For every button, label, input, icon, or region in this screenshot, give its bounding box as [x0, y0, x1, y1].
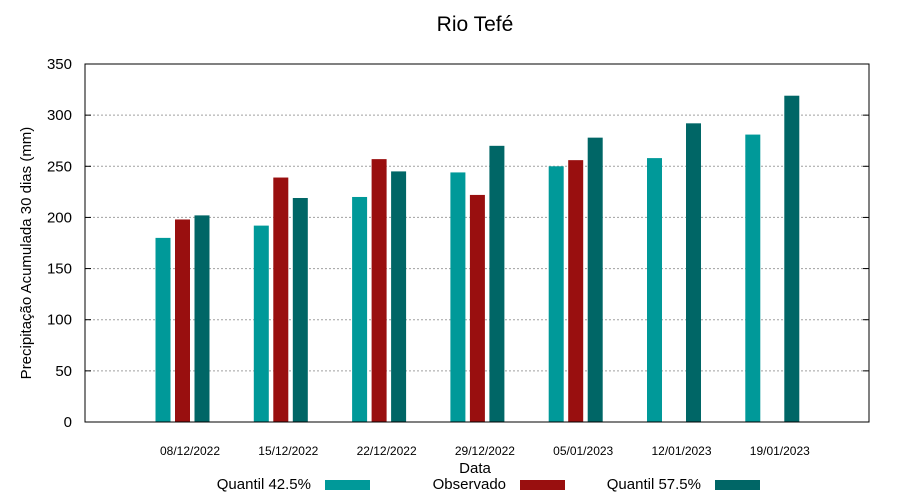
legend-label: Quantil 57.5% — [607, 476, 701, 493]
x-tick-label: 15/12/2022 — [258, 444, 318, 458]
y-axis-label: Precipitação Acumulada 30 dias (mm) — [18, 127, 35, 380]
bar-0-4 — [548, 166, 564, 422]
x-tick-label: 08/12/2022 — [160, 444, 220, 458]
legend-swatch — [520, 480, 565, 490]
bar-2-2 — [391, 171, 407, 422]
x-tick-label: 05/01/2023 — [553, 444, 613, 458]
legend-label: Quantil 42.5% — [217, 476, 311, 493]
bar-0-0 — [155, 237, 171, 422]
bar-1-4 — [568, 160, 584, 423]
y-tick-label: 200 — [47, 209, 72, 226]
x-tick-label: 22/12/2022 — [357, 444, 417, 458]
x-axis-ticks: 08/12/2022 15/12/2022 22/12/2022 29/12/2022… — [160, 444, 810, 458]
legend-label: Observado — [433, 476, 506, 493]
bar-2-3 — [489, 145, 505, 423]
legend-swatch — [325, 480, 370, 490]
y-tick-label: 50 — [55, 363, 72, 380]
bar-1-0 — [175, 219, 190, 422]
legend: Quantil 42.5% Observado Quantil 57.5% — [217, 476, 760, 493]
y-tick-label: 300 — [47, 107, 72, 124]
bar-2-4 — [587, 137, 603, 422]
bar-0-1 — [253, 225, 269, 422]
plot-frame — [84, 63, 870, 423]
y-tick-label: 150 — [47, 261, 72, 278]
x-tick-label: 19/01/2023 — [750, 444, 810, 458]
x-tick-label: 12/01/2023 — [651, 444, 711, 458]
y-tick-label: 100 — [47, 312, 72, 329]
bar-0-6 — [745, 134, 761, 422]
y-tick-label: 250 — [47, 158, 72, 175]
bar-0-5 — [647, 158, 662, 423]
y-axis-ticks: 0 50 100 150 200 250 300 350 — [47, 56, 869, 431]
bars — [155, 95, 800, 423]
bar-1-1 — [273, 177, 289, 422]
bar-0-2 — [352, 196, 368, 422]
x-tick-label: 29/12/2022 — [455, 444, 515, 458]
bar-2-5 — [686, 123, 701, 422]
y-tick-label: 350 — [47, 56, 72, 73]
bar-1-2 — [371, 159, 387, 422]
x-axis-label: Data — [459, 460, 491, 477]
y-tick-label: 0 — [64, 414, 72, 431]
chart-title: Rio Tefé — [437, 13, 514, 36]
bar-0-3 — [450, 172, 466, 422]
bar-1-3 — [469, 194, 485, 422]
bar-2-6 — [784, 95, 800, 423]
bar-2-1 — [292, 197, 308, 422]
bar-2-0 — [194, 215, 210, 422]
legend-swatch — [715, 480, 760, 490]
